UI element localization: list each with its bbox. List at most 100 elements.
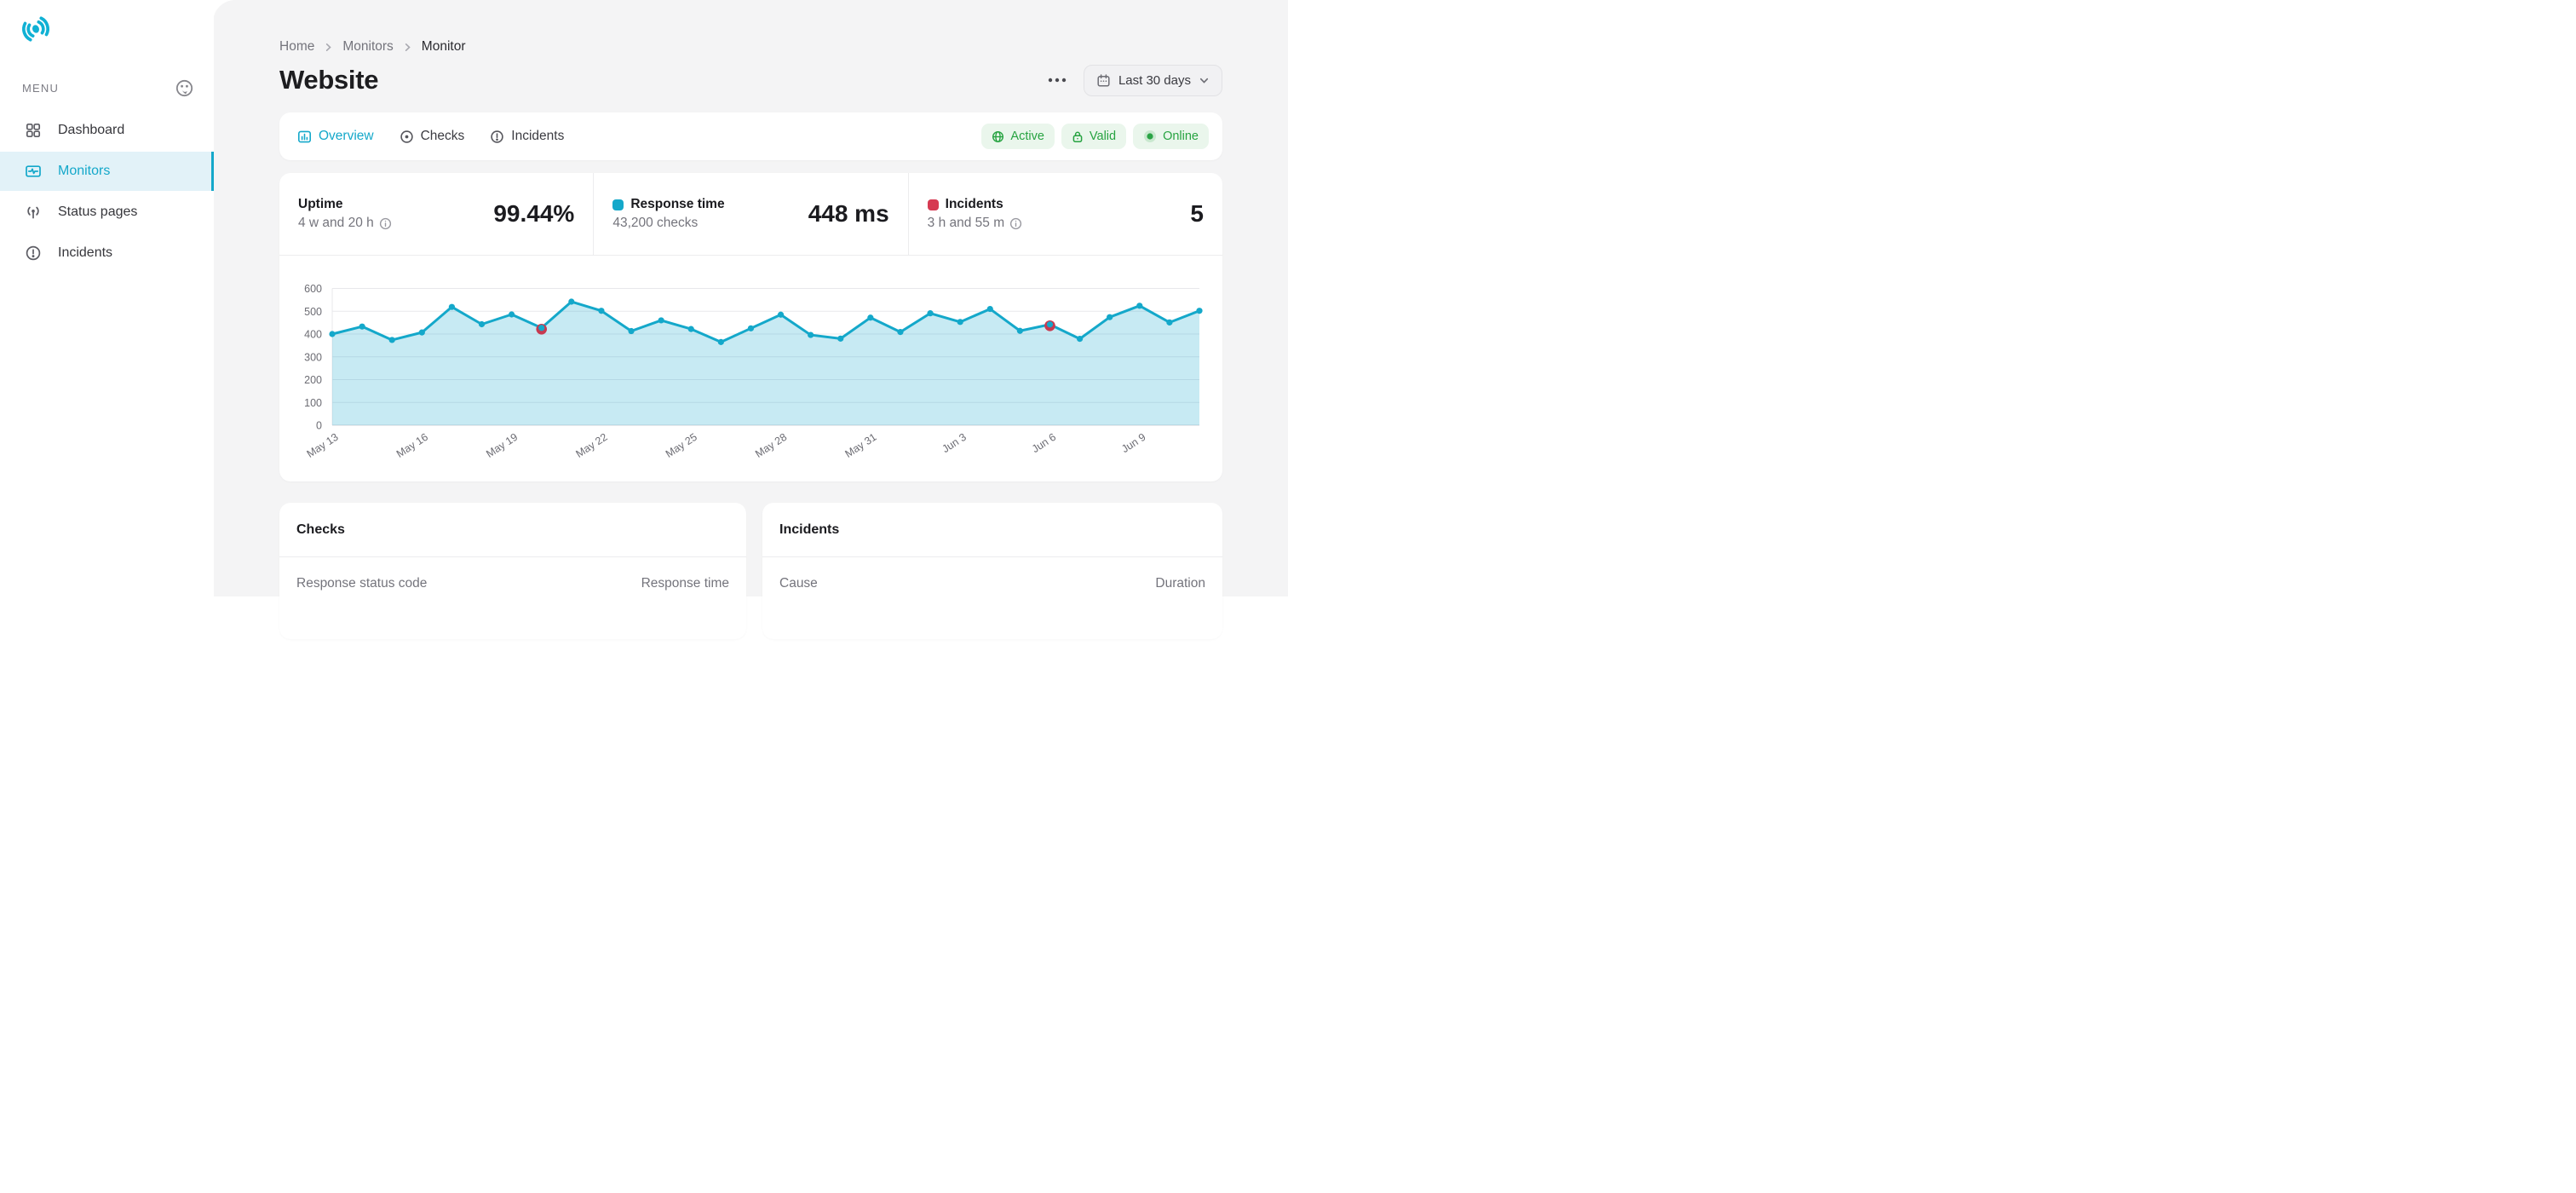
badge-label: Online xyxy=(1163,130,1199,143)
data-point xyxy=(897,328,904,336)
data-point xyxy=(658,317,664,324)
info-icon[interactable] xyxy=(379,217,392,230)
date-range-button[interactable]: Last 30 days xyxy=(1083,64,1222,96)
badge-valid: Valid xyxy=(1061,124,1127,149)
sidebar-item-incidents[interactable]: Incidents xyxy=(0,233,214,273)
stat-value: 5 xyxy=(1190,200,1204,227)
badge-label: Valid xyxy=(1089,130,1117,143)
menu-label: MENU xyxy=(22,82,60,95)
data-point xyxy=(1196,308,1203,314)
sidebar-item-label: Status pages xyxy=(58,205,138,219)
checks-card: Checks Response status code Response tim… xyxy=(279,503,746,639)
data-point xyxy=(717,338,724,345)
data-point xyxy=(986,305,993,313)
badge-active: Active xyxy=(981,124,1055,149)
column-header-cause: Cause xyxy=(779,576,818,591)
stat-value: 448 ms xyxy=(808,200,889,227)
incidents-card: Incidents Cause Duration xyxy=(762,503,1222,639)
data-point xyxy=(568,298,575,305)
chart-canvas: 0 100 200 300 400 500 600 May 13 May 16 May 19 May… xyxy=(304,283,1203,460)
svg-text:May 28: May 28 xyxy=(753,431,789,460)
feedback-icon[interactable] xyxy=(175,78,194,98)
stat-label: Uptime xyxy=(298,197,343,211)
tab-checks[interactable]: Checks xyxy=(400,129,465,144)
overview-icon xyxy=(297,130,312,144)
stat-response-time: Response time 43,200 checks 448 ms xyxy=(593,173,907,255)
svg-text:0: 0 xyxy=(316,420,322,432)
status-pages-icon xyxy=(25,204,42,221)
svg-text:May 19: May 19 xyxy=(484,431,520,460)
globe-icon xyxy=(992,130,1004,143)
tab-label: Checks xyxy=(420,129,465,143)
data-point xyxy=(388,337,395,343)
breadcrumb: Home Monitors Monitor xyxy=(279,0,1222,55)
tabs-card: Overview Checks Incidents xyxy=(279,112,1222,160)
svg-text:500: 500 xyxy=(304,306,322,318)
data-point xyxy=(1076,336,1084,343)
data-point xyxy=(418,329,425,336)
data-point xyxy=(777,311,785,318)
stat-sub: 43,200 checks xyxy=(612,216,699,230)
calendar-icon xyxy=(1096,73,1111,88)
divider xyxy=(762,556,1222,557)
data-point xyxy=(808,331,814,338)
data-point xyxy=(837,335,844,342)
dashboard-icon xyxy=(25,122,42,139)
teal-marker xyxy=(612,199,624,210)
chevron-right-icon xyxy=(323,42,334,53)
sidebar-nav: Dashboard Monitors Status pages xyxy=(0,111,214,273)
status-dot xyxy=(1143,130,1157,143)
main-panel: Home Monitors Monitor Website xyxy=(214,0,1288,639)
data-point xyxy=(448,303,456,310)
divider xyxy=(279,556,746,557)
svg-text:400: 400 xyxy=(304,329,322,341)
svg-text:May 22: May 22 xyxy=(574,431,610,460)
tab-overview[interactable]: Overview xyxy=(297,129,374,144)
breadcrumb-item-home[interactable]: Home xyxy=(279,39,315,54)
data-point xyxy=(598,308,605,314)
stat-label: Incidents xyxy=(945,197,1003,211)
ellipsis-icon xyxy=(1048,78,1067,83)
more-options-button[interactable] xyxy=(1044,72,1070,88)
response-time-chart: 0 100 200 300 400 500 600 May 13 May 16 May 19 May… xyxy=(279,256,1222,481)
data-point xyxy=(478,320,486,328)
badge-label: Active xyxy=(1010,130,1044,143)
tab-incidents[interactable]: Incidents xyxy=(490,129,564,144)
stat-sub: 4 w and 20 h xyxy=(298,216,374,230)
sidebar-item-status-pages[interactable]: Status pages xyxy=(0,193,214,232)
stat-incidents: Incidents 3 h and 55 m 5 xyxy=(907,173,1222,255)
info-icon[interactable] xyxy=(1009,217,1022,230)
svg-text:100: 100 xyxy=(304,397,322,409)
sidebar-item-label: Dashboard xyxy=(58,123,125,137)
sidebar-item-dashboard[interactable]: Dashboard xyxy=(0,111,214,150)
card-title: Checks xyxy=(296,522,345,537)
sidebar-item-monitors[interactable]: Monitors xyxy=(0,152,214,191)
svg-text:Jun 6: Jun 6 xyxy=(1030,431,1058,455)
data-point xyxy=(867,314,874,321)
data-point xyxy=(538,325,545,331)
breadcrumb-item-monitors[interactable]: Monitors xyxy=(342,39,394,54)
data-point xyxy=(329,331,336,337)
column-header-response-status-code: Response status code xyxy=(296,576,428,591)
svg-text:Jun 3: Jun 3 xyxy=(940,431,969,455)
badge-online: Online xyxy=(1133,124,1209,149)
app-logo-icon[interactable] xyxy=(19,12,53,50)
chevron-down-icon xyxy=(1199,75,1210,86)
svg-text:May 16: May 16 xyxy=(394,431,430,460)
stat-label: Response time xyxy=(630,197,725,211)
date-range-label: Last 30 days xyxy=(1118,72,1191,88)
svg-text:Jun 9: Jun 9 xyxy=(1119,431,1147,455)
data-point xyxy=(359,323,365,330)
checks-icon xyxy=(400,130,414,144)
tab-label: Incidents xyxy=(511,129,565,143)
alert-circle-icon xyxy=(25,245,42,262)
svg-text:200: 200 xyxy=(304,374,322,386)
svg-text:May 13: May 13 xyxy=(305,431,341,460)
svg-text:May 25: May 25 xyxy=(664,431,699,460)
data-point xyxy=(687,326,694,332)
column-header-response-time: Response time xyxy=(641,576,729,591)
stats-row: Uptime 4 w and 20 h 99.44% xyxy=(279,173,1222,255)
sidebar-item-label: Monitors xyxy=(58,164,111,178)
stat-sub: 3 h and 55 m xyxy=(927,216,1005,230)
data-point xyxy=(509,311,515,318)
